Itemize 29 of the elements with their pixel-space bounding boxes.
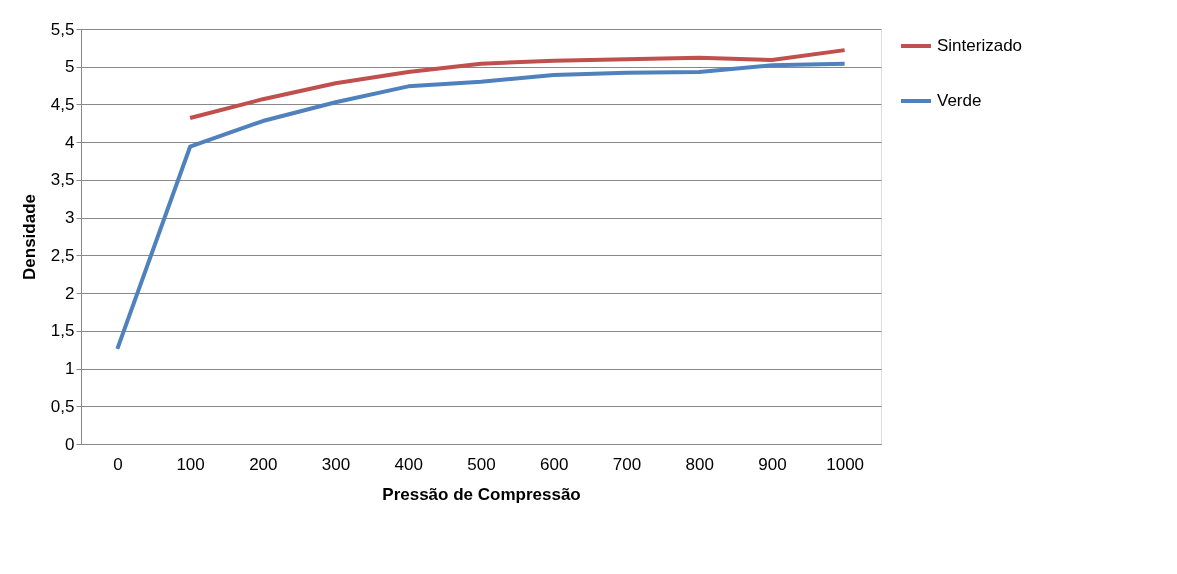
x-tick-label: 900 [758, 454, 787, 474]
y-tick-label: 3,5 [50, 170, 75, 190]
x-tick-label: 100 [176, 454, 205, 474]
x-tick-label: 700 [612, 454, 642, 474]
y-tick-label: 3 [65, 208, 75, 228]
y-tick-label: 2 [65, 283, 75, 303]
x-tick-label: 1000 [826, 454, 865, 474]
x-tick-label: 600 [540, 454, 569, 474]
y-tick-label: 4 [65, 132, 75, 152]
x-axis-title: Pressão de Compressão [382, 484, 581, 504]
y-tick-label: 4,5 [50, 94, 75, 114]
y-axis-title: Densidade [19, 194, 39, 280]
y-tick-label: 0,5 [50, 396, 75, 416]
x-tick-label: 0 [113, 454, 123, 474]
line-series [115, 61, 847, 351]
y-tick-label: 5 [65, 57, 75, 77]
x-tick-label: 200 [249, 454, 278, 474]
legend-label: Verde [937, 91, 982, 110]
legend-label: Sinterizado [937, 36, 1023, 55]
x-tick-label: 400 [394, 454, 423, 474]
y-tick-label: 1,5 [50, 321, 75, 341]
y-tick-label: 5,5 [50, 19, 75, 39]
x-tick-label: 500 [467, 454, 496, 474]
y-tick-label: 2,5 [50, 245, 75, 265]
line-series [188, 48, 847, 121]
x-tick-label: 300 [321, 454, 351, 474]
y-tick-label: 1 [65, 359, 75, 379]
y-tick-label: 0 [65, 434, 75, 454]
x-tick-label: 800 [685, 454, 714, 474]
